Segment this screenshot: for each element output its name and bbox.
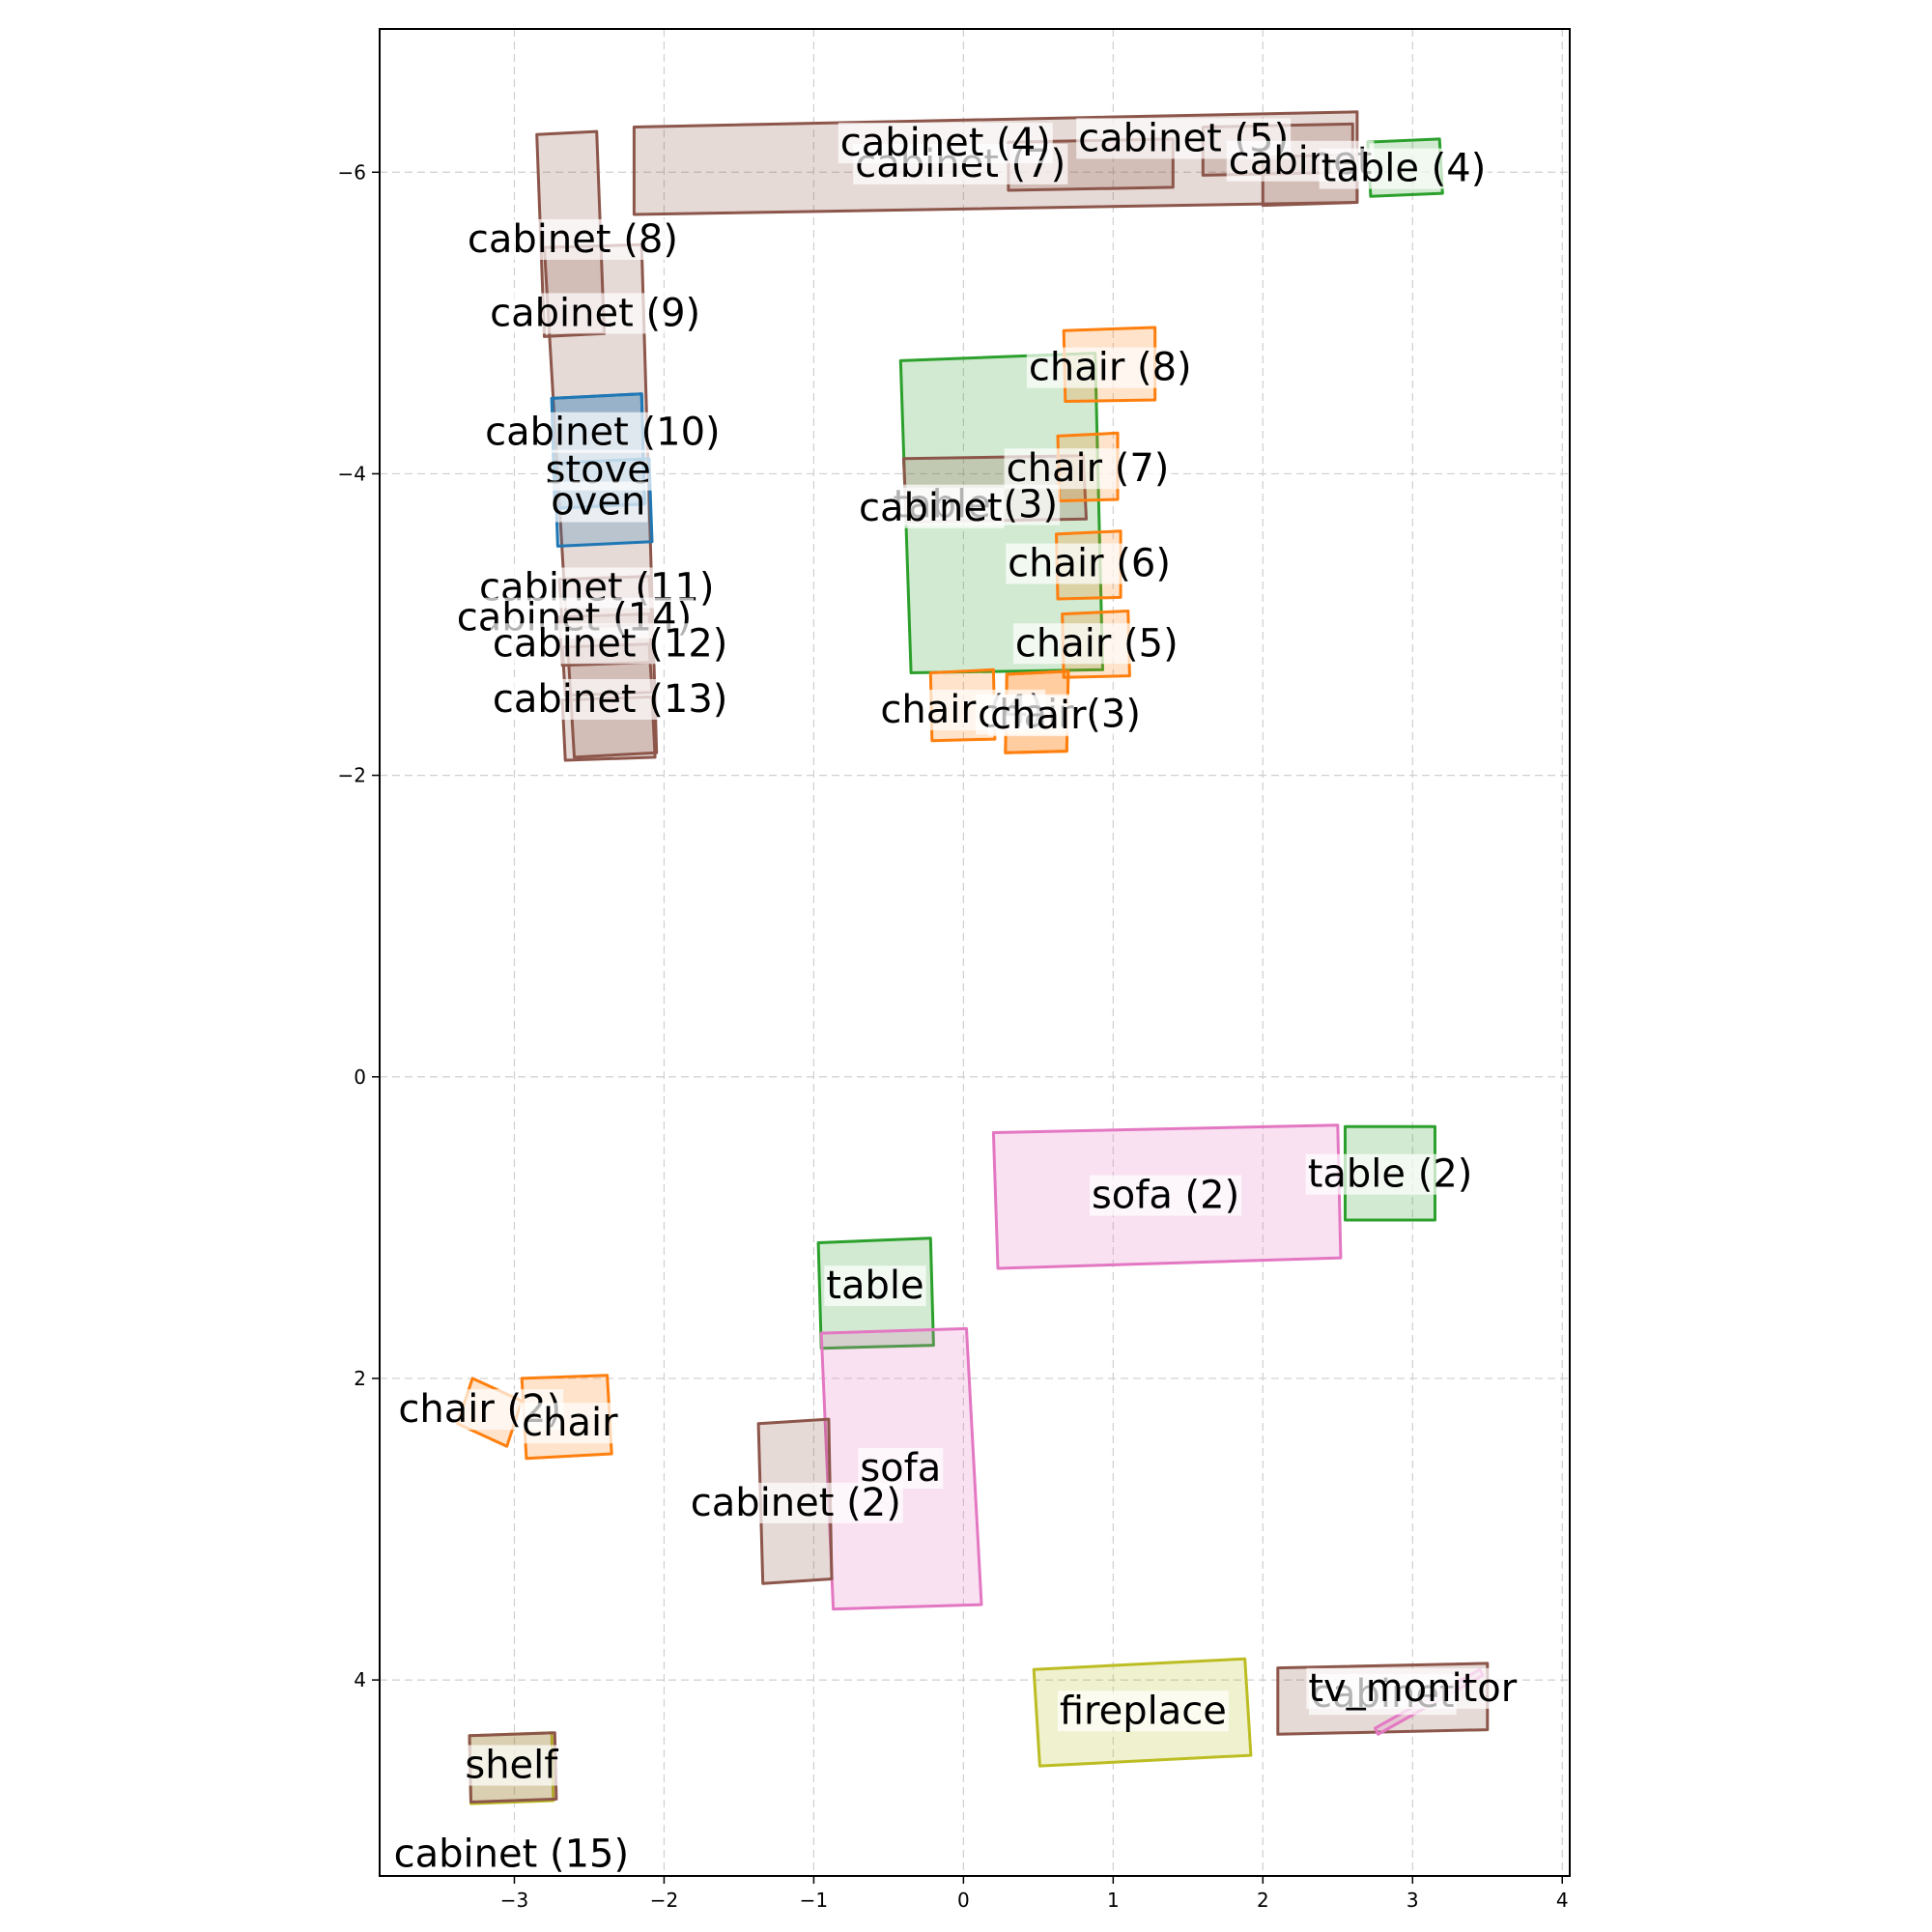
cabinet-label: cabinet (15) — [391, 1833, 632, 1877]
label-background — [1306, 1667, 1520, 1709]
grid-lines — [380, 29, 1570, 1876]
chair-label: chair (6) — [1006, 542, 1173, 586]
x-tick-label: −2 — [650, 1889, 678, 1912]
y-tick-label: 0 — [354, 1065, 366, 1089]
cabinet-label: cabinet (13) — [490, 677, 730, 722]
label-background — [520, 1403, 621, 1444]
sofa-label: sofa — [858, 1446, 944, 1491]
oven-label: oven — [549, 480, 648, 525]
object-label-text: cabinet (8) — [468, 217, 678, 262]
x-tick-label: 0 — [957, 1889, 970, 1912]
object-label-text: cabinet (10) — [485, 411, 720, 455]
chair-label: chair (7) — [1004, 446, 1172, 491]
chair-label: chair (5) — [1012, 621, 1180, 666]
y-tick-label: −2 — [338, 764, 366, 787]
x-tick-label: 1 — [1107, 1889, 1120, 1912]
stove-label: cabinet (10) — [483, 411, 723, 455]
object-label-text: oven — [551, 480, 645, 525]
x-tick-label: 3 — [1406, 1889, 1419, 1912]
label-background — [858, 1448, 944, 1490]
label-background — [988, 696, 1090, 737]
chair-label: chair — [988, 694, 1090, 738]
y-tick-label: −6 — [338, 160, 366, 184]
x-tick-label: 2 — [1257, 1889, 1269, 1912]
object-label-text: cabinet (12) — [493, 621, 727, 666]
chair-label: chair — [520, 1401, 621, 1445]
label-background — [465, 218, 680, 260]
object-label-text: sofa (2) — [1092, 1174, 1239, 1218]
x-tick-label: −1 — [800, 1889, 828, 1912]
object-label-text: chair (7) — [1007, 446, 1170, 491]
label-background — [483, 412, 723, 453]
label-background — [490, 623, 730, 665]
table-label: table — [824, 1264, 926, 1308]
label-background — [488, 293, 703, 334]
cabinet-label: cabinet — [856, 486, 1005, 530]
object-label-text: chair — [522, 1401, 618, 1445]
label-background — [838, 123, 1053, 164]
tv_monitor-label: tv_monitor — [1306, 1666, 1520, 1711]
label-background — [856, 487, 1005, 528]
label-background — [1006, 543, 1173, 584]
label-background — [688, 1482, 903, 1523]
table-label: table (2) — [1305, 1152, 1475, 1197]
y-tick-label: −4 — [338, 462, 366, 485]
object-label-text: chair (8) — [1029, 346, 1192, 390]
cabinet-label: cabinet (4) — [838, 121, 1053, 165]
chair-label: chair (8) — [1026, 346, 1194, 390]
cabinet-label: cabinet (9) — [488, 291, 703, 335]
x-tick-label: 4 — [1556, 1889, 1569, 1912]
shelf-label: shelf — [463, 1743, 561, 1787]
object-label-text: table (4) — [1321, 147, 1487, 191]
object-label-text: cabinet (4) — [840, 121, 1051, 165]
object-label-text: table (2) — [1308, 1152, 1473, 1197]
label-background — [463, 1745, 561, 1786]
object-boxes — [456, 110, 1490, 1805]
table-label: table (4) — [1319, 147, 1489, 191]
object-label-text: cabinet — [859, 486, 1003, 530]
label-background — [1004, 448, 1172, 490]
object-label-text: fireplace — [1060, 1689, 1227, 1733]
axes-frame — [379, 28, 1571, 1877]
object-label-text: cabinet (13) — [493, 677, 727, 722]
label-background — [824, 1265, 926, 1307]
label-background — [1026, 347, 1194, 388]
label-background — [1319, 148, 1489, 189]
label-background — [549, 481, 648, 523]
y-tick-label: 4 — [354, 1668, 366, 1691]
cabinet-label: cabinet (2) — [688, 1481, 903, 1525]
label-background — [1057, 1690, 1229, 1732]
object-label-text: tv_monitor — [1308, 1666, 1517, 1711]
object-label-text: chair (5) — [1015, 621, 1179, 666]
object-label-text: cabinet (9) — [490, 291, 700, 335]
object-label-text: chair (6) — [1008, 542, 1171, 586]
label-background — [391, 1833, 632, 1875]
object-label-text: cabinet (2) — [691, 1481, 901, 1525]
cabinet-label: cabinet (5) — [1076, 116, 1292, 160]
label-background — [1012, 623, 1180, 665]
object-label-text: cabinet (15) — [394, 1833, 629, 1877]
axis-ticks: −3 −2 −1 0 1 2 3 4 −6 −4 −2 0 2 4 — [338, 160, 1569, 1912]
object-labels: cabinet (7)cabinet (4) cabinet (5)cabinet… — [391, 116, 1520, 1877]
label-background — [1089, 1175, 1242, 1216]
y-tick-label: 2 — [354, 1367, 366, 1390]
fireplace-label: fireplace — [1057, 1689, 1229, 1733]
object-label-text: table — [826, 1264, 923, 1308]
object-label-text: shelf — [465, 1743, 558, 1787]
label-background — [490, 679, 730, 721]
cabinet-label: cabinet (8) — [465, 217, 680, 262]
label-background — [1305, 1153, 1475, 1195]
object-label-text: chair — [990, 694, 1087, 738]
sofa-label: sofa (2) — [1089, 1174, 1242, 1218]
cabinet-label: cabinet (12) — [490, 621, 730, 666]
x-tick-label: −3 — [500, 1889, 528, 1912]
